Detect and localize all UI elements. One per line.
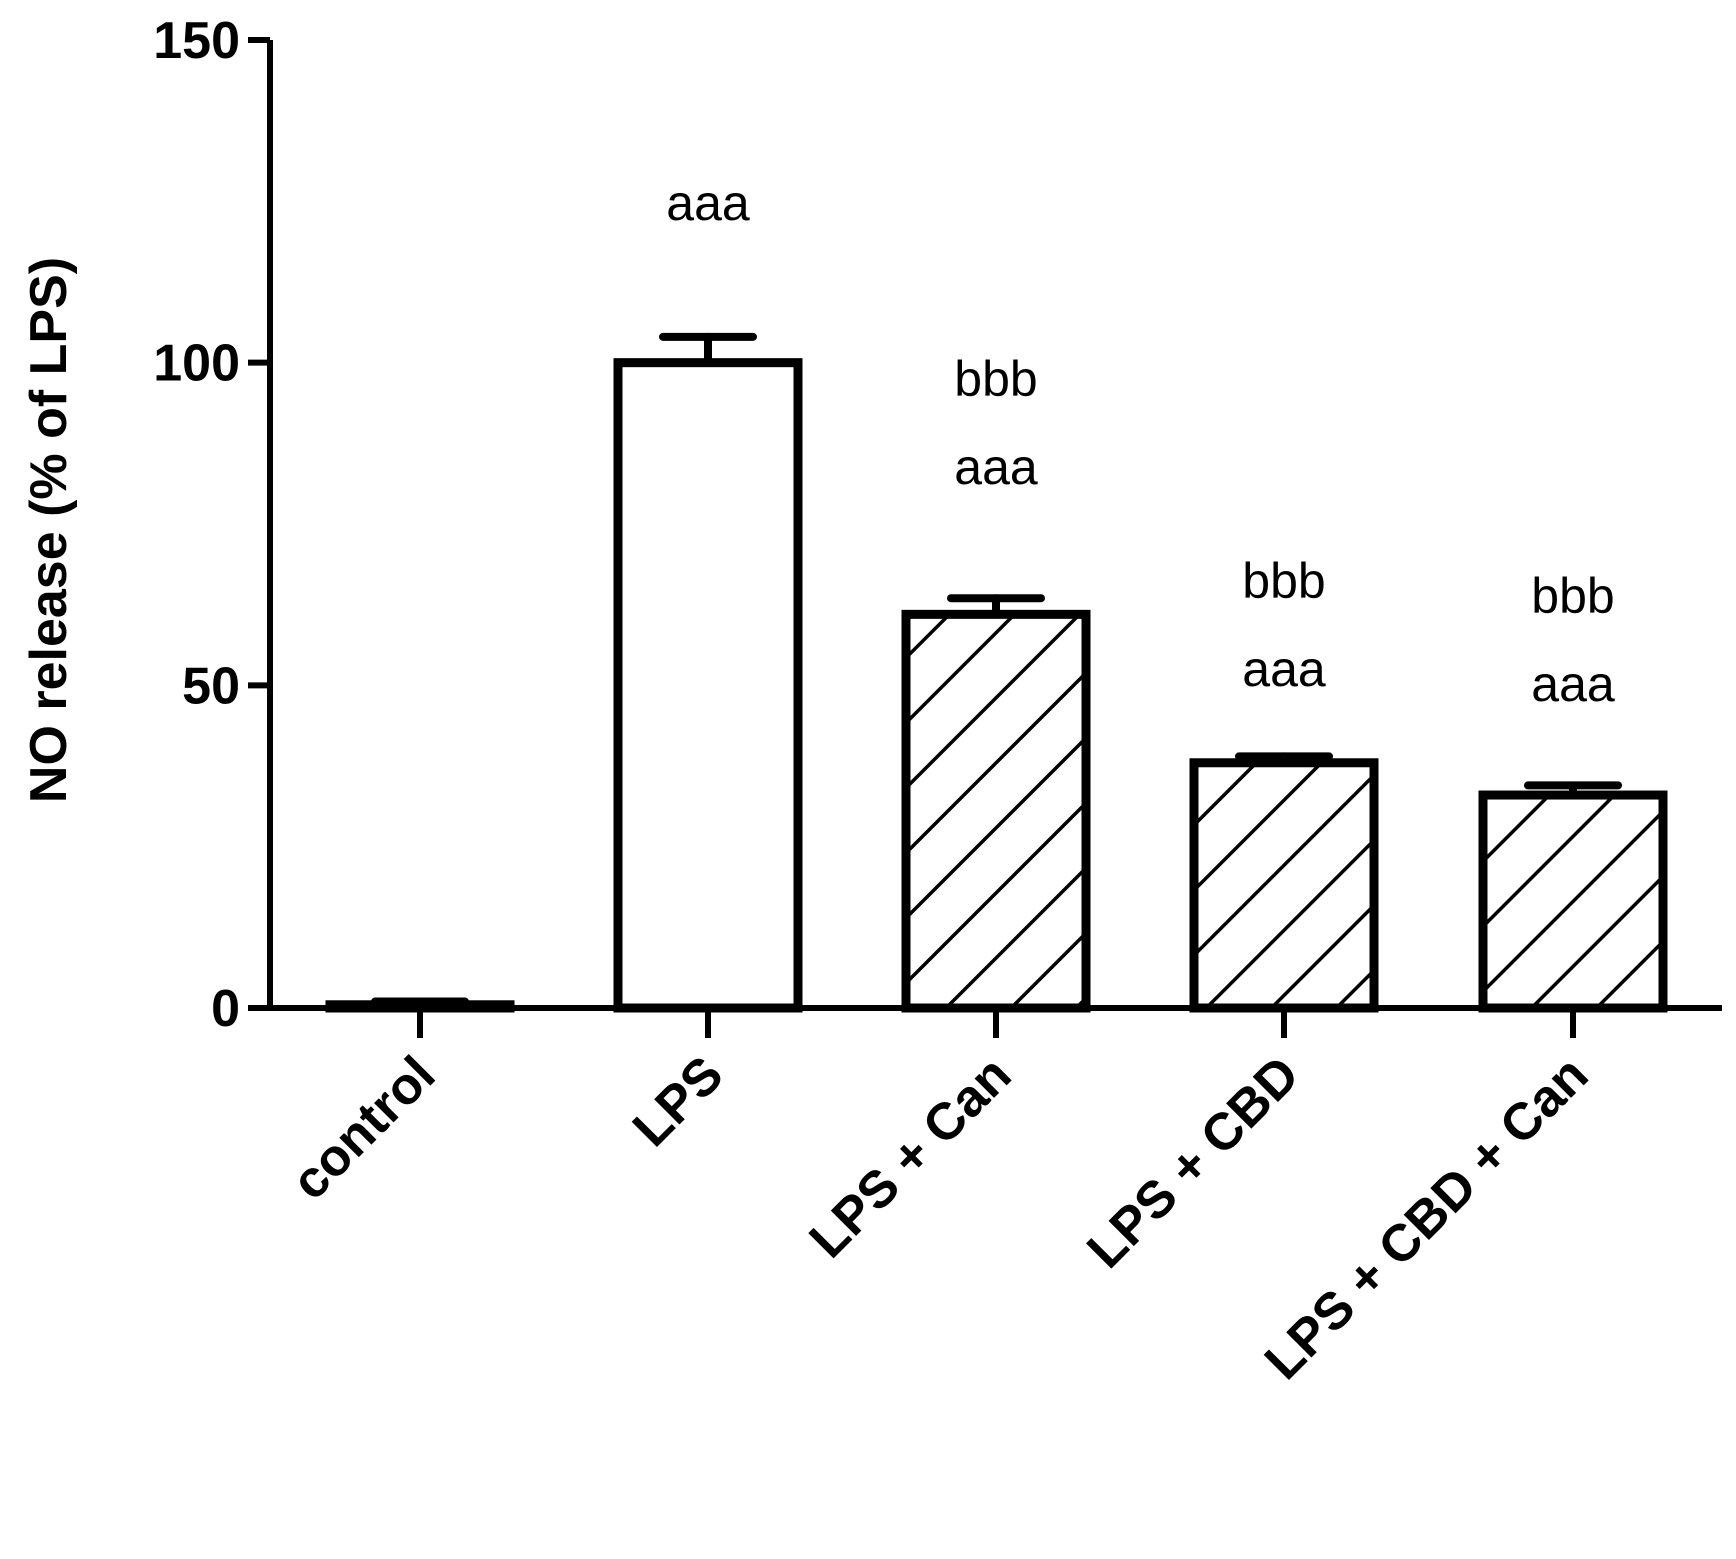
significance-annotations: aaa bbb aaa bbb aaa bbb aaa [666, 175, 1615, 712]
y-axis-title: NO release (% of LPS) [20, 257, 78, 803]
bar-lps-can [901, 609, 1091, 1013]
significance-label: bbb [954, 351, 1037, 407]
y-tick-label: 150 [153, 12, 240, 70]
error-bars-group [371, 332, 1622, 1009]
significance-label: aaa [1242, 641, 1326, 697]
significance-label: bbb [1531, 568, 1614, 624]
significance-label: aaa [954, 439, 1038, 495]
bar-lps-cbd-can [1478, 790, 1668, 1013]
category-label: control [281, 1045, 447, 1211]
y-tick-label: 0 [211, 980, 240, 1038]
y-tick-label: 100 [153, 335, 240, 393]
category-label: LPS + CBD [1076, 1045, 1310, 1279]
category-label: LPS + CBD + Can [1254, 1045, 1599, 1390]
significance-label: aaa [666, 175, 750, 231]
category-label: LPS + Can [799, 1045, 1023, 1269]
y-axis: 0 50 100 150 [153, 12, 273, 1038]
significance-label: bbb [1242, 553, 1325, 609]
category-label: LPS [622, 1045, 735, 1158]
significance-label: aaa [1531, 656, 1615, 712]
y-tick-label: 50 [182, 657, 240, 715]
bar-lps [613, 358, 803, 1013]
bar-lps-cbd [1189, 758, 1379, 1013]
